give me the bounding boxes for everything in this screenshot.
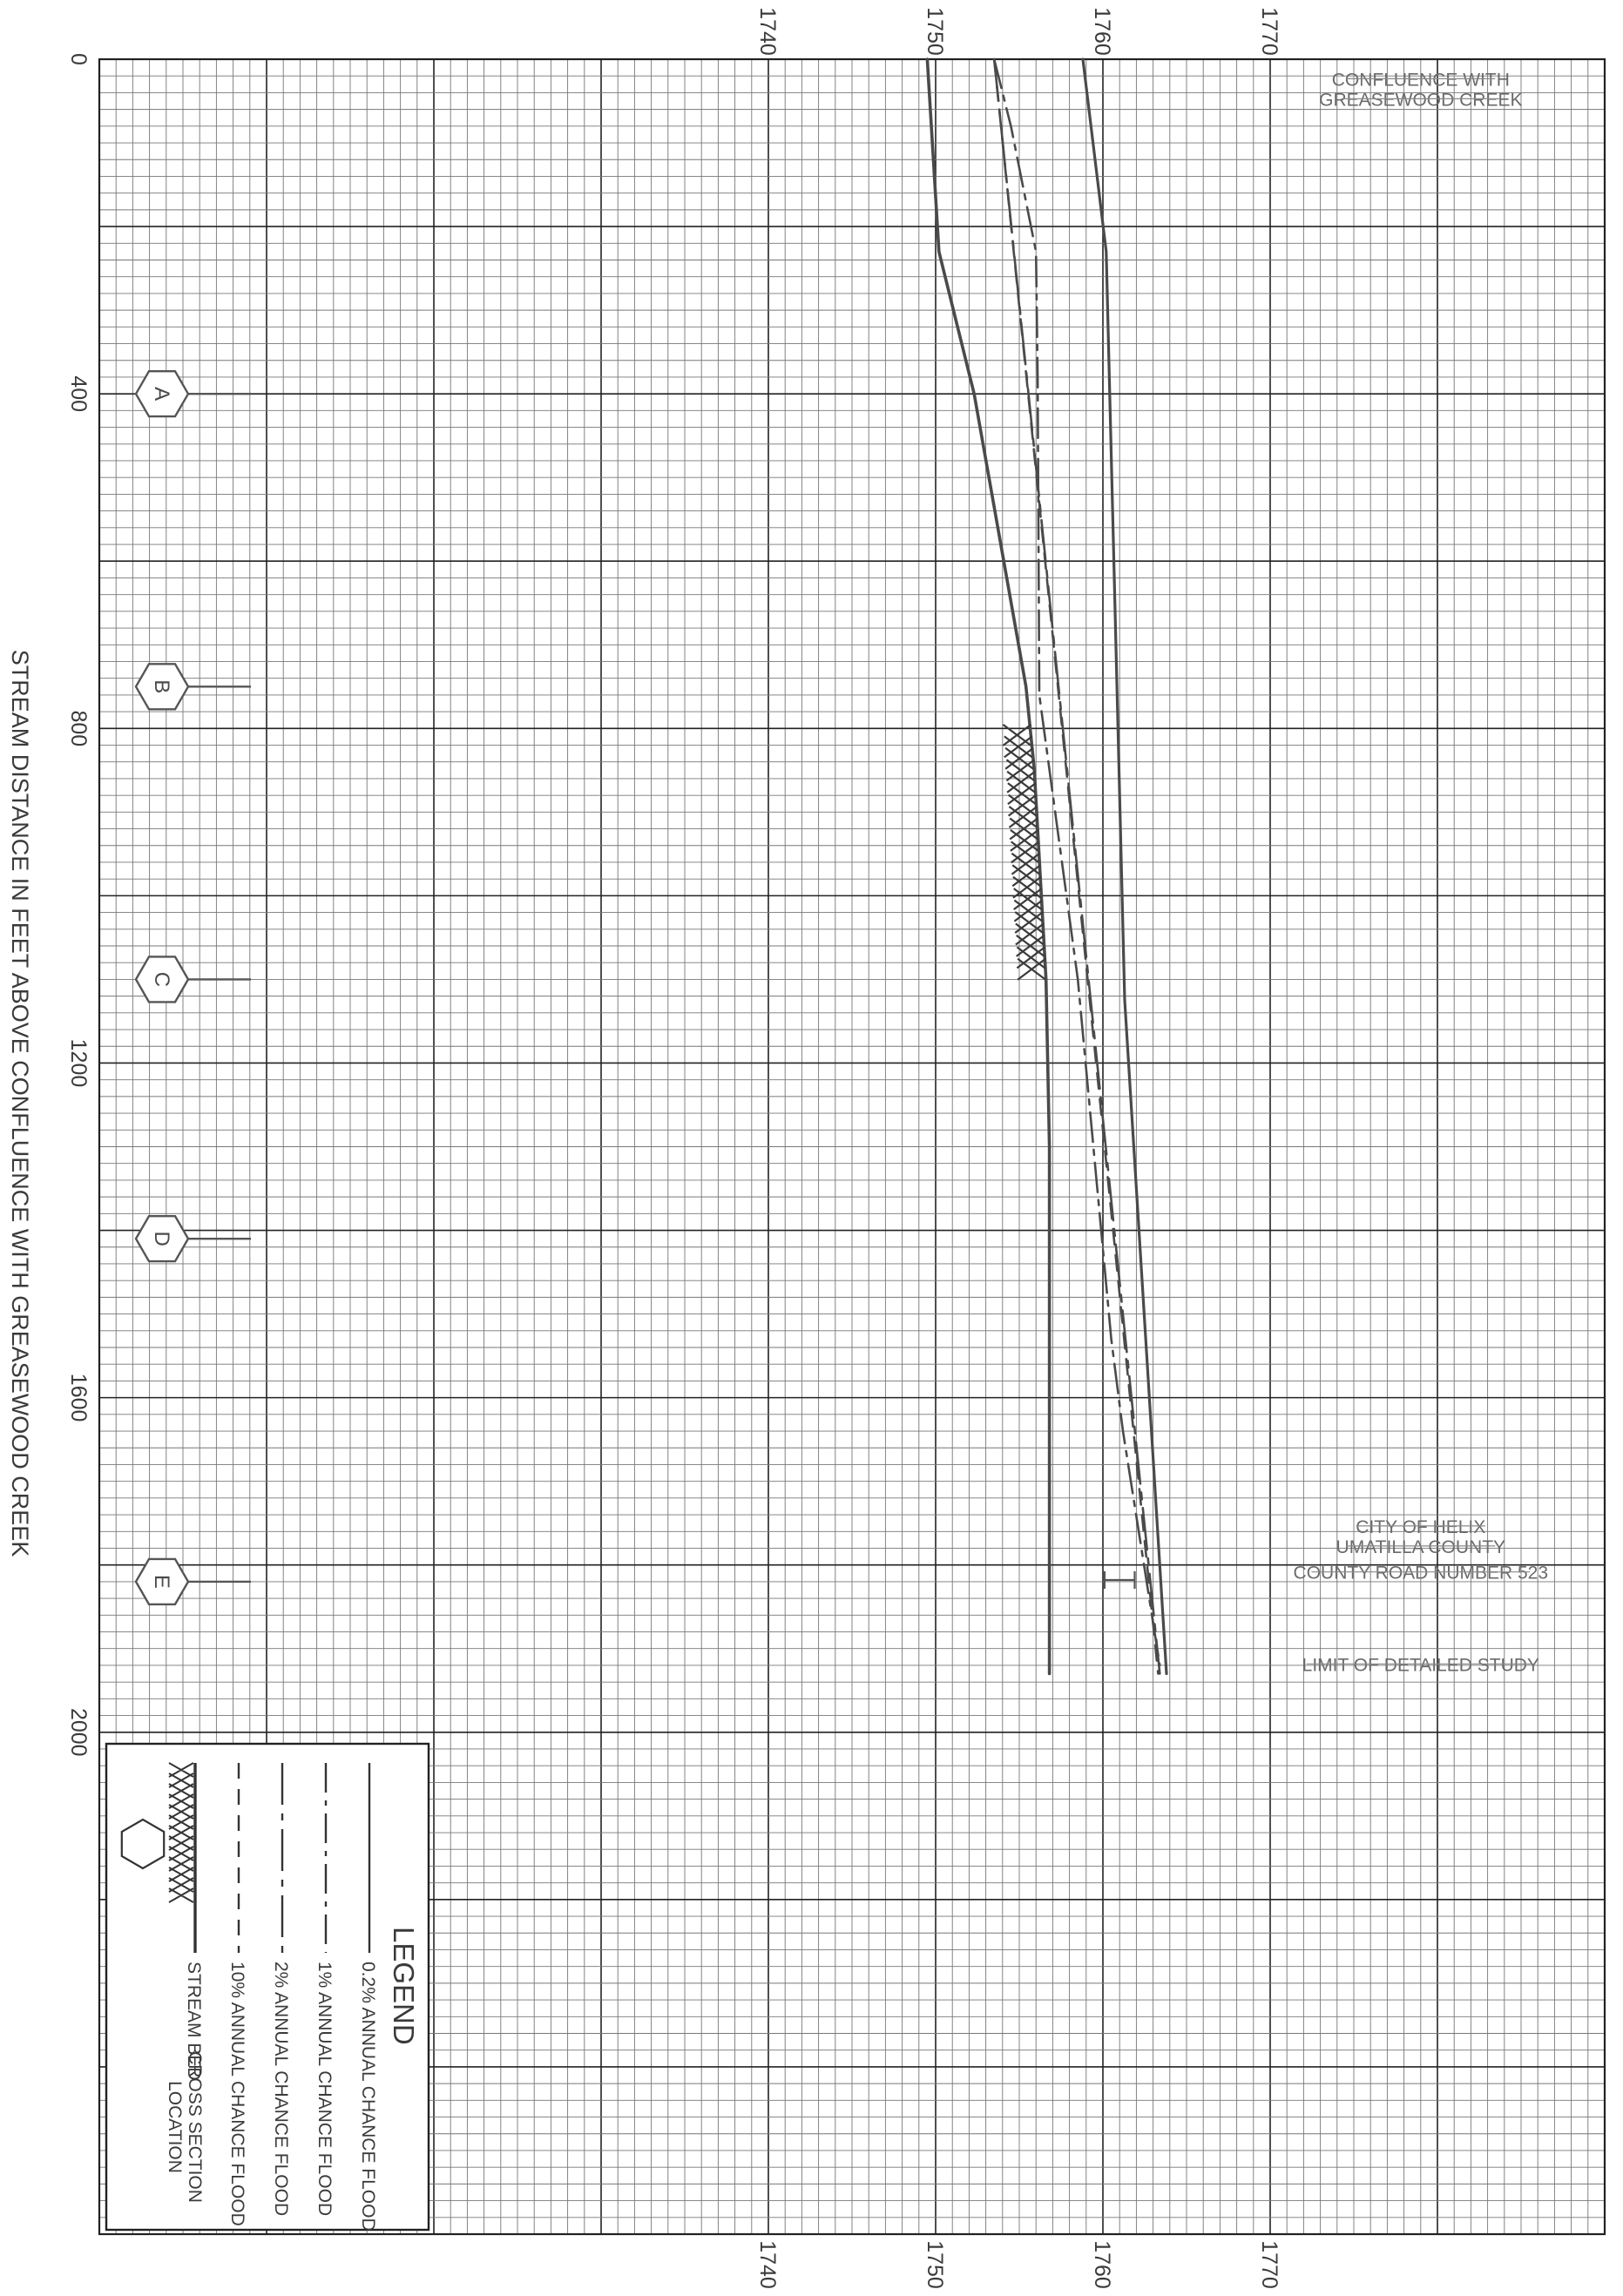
- y-tick-label-bottom: 1770: [1257, 2240, 1281, 2289]
- stream-bed-hatch-marks: [1002, 724, 1046, 981]
- cross-section-hexagon-icon: [134, 663, 190, 711]
- x-tick-label: 2000: [66, 1708, 91, 1757]
- y-tick-label-bottom: 1760: [1090, 2240, 1114, 2289]
- cross-section-label: B: [150, 679, 173, 693]
- annotation-text: GREASEWOOD CREEK: [1319, 90, 1522, 110]
- legend-label: STREAM BED: [184, 1962, 204, 2081]
- cross-section-label: D: [150, 1231, 173, 1246]
- cross-section-hexagon-icon: [134, 1214, 190, 1263]
- x-tick-label: 1200: [66, 1039, 91, 1088]
- legend-label: 1% ANNUAL CHANCE FLOOD: [314, 1962, 335, 2216]
- chart-grid: [98, 57, 1606, 2236]
- axis-ticks: 0 400 800 1200 1600 2000 1740 1740 1750 1750 1760 1…: [66, 7, 1281, 2289]
- y-tick-label-top: 1740: [755, 7, 780, 56]
- y-tick-label-bottom: 1740: [755, 2240, 780, 2289]
- chart-series: [925, 57, 1168, 1676]
- legend-label: 10% ANNUAL CHANCE FLOOD: [227, 1962, 247, 2226]
- series-line: [925, 57, 1052, 1676]
- x-axis-title: STREAM DISTANCE IN FEET ABOVE CONFLUENCE…: [7, 650, 33, 1557]
- y-tick-label-top: 1750: [923, 7, 947, 56]
- legend-box: [105, 1742, 430, 2232]
- cross-section-label: E: [150, 1575, 173, 1589]
- legend-label: 2% ANNUAL CHANCE FLOOD: [271, 1962, 291, 2216]
- x-tick-label: 1600: [66, 1374, 91, 1422]
- annotation-text: CONFLUENCE WITH: [1332, 70, 1510, 90]
- cross-section-label: A: [150, 387, 173, 401]
- cross-section-label: C: [150, 972, 173, 987]
- legend-label: LOCATION: [165, 2081, 185, 2173]
- annotation-text: COUNTY ROAD NUMBER 523: [1294, 1563, 1549, 1584]
- legend-label: CROSS SECTION: [185, 2051, 205, 2203]
- series-line: [1081, 57, 1168, 1676]
- x-tick-label: 800: [66, 710, 91, 746]
- legend-hatch-icon: [168, 1762, 194, 1903]
- x-tick-label: 0: [66, 53, 91, 65]
- y-tick-label-bottom: 1750: [923, 2240, 947, 2289]
- cross-sections: A B C D E: [134, 370, 1136, 1606]
- legend-label: 0.2% ANNUAL CHANCE FLOOD: [358, 1962, 378, 2232]
- cross-section-hexagon-icon: [134, 370, 190, 418]
- cross-section-hexagon-icon: [134, 1557, 190, 1606]
- legend-title: LEGEND: [388, 1927, 420, 2045]
- plot-frame: [98, 57, 1606, 2236]
- y-tick-label-top: 1770: [1257, 7, 1281, 56]
- stream-bed-hatch: [1002, 724, 1046, 981]
- x-tick-label: 400: [66, 375, 91, 412]
- series-line: [992, 57, 1160, 1675]
- legend-hexagon-icon: [120, 1818, 166, 1870]
- annotation-text: LIMIT OF DETAILED STUDY: [1302, 1655, 1539, 1675]
- cross-section-hexagon-icon: [134, 956, 190, 1003]
- y-tick-label-top: 1760: [1090, 7, 1114, 56]
- axis-title-group: STREAM DISTANCE IN FEET ABOVE CONFLUENCE…: [7, 650, 33, 1557]
- legend: LEGEND 0.2% ANNUAL CHANCE FLOOD 1% ANNUAL …: [105, 1742, 430, 2232]
- annotation-text: UMATILLA COUNTY: [1336, 1537, 1505, 1557]
- annotation-text: CITY OF HELIX: [1356, 1517, 1485, 1537]
- series-line: [992, 57, 1161, 1667]
